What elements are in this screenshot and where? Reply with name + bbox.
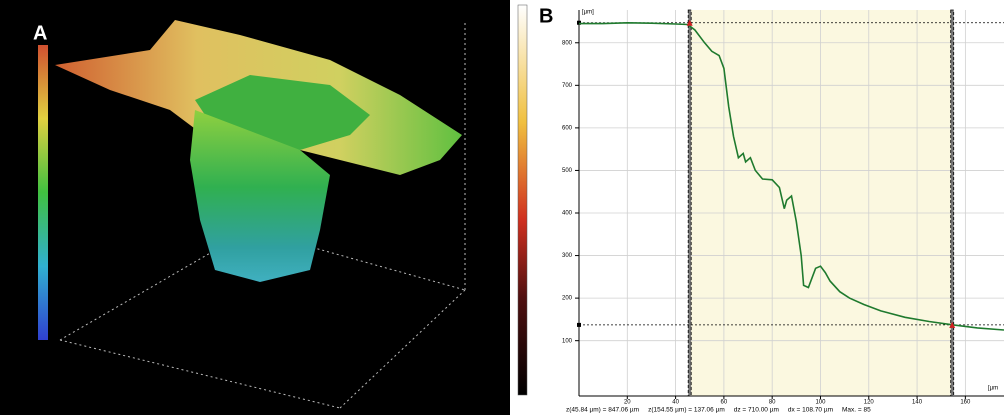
cursor-level-marker	[577, 20, 581, 25]
x-tick-label: 60	[721, 400, 728, 406]
cursor-level-marker	[577, 322, 581, 327]
profile-line	[579, 21, 1004, 331]
cursor-line	[687, 9, 692, 397]
y-tick-label: 600	[562, 125, 573, 131]
x-tick-label: 80	[769, 400, 776, 406]
y-tick-label: 700	[562, 83, 573, 89]
y-tick-label: 300	[562, 253, 573, 259]
color-bar	[517, 4, 528, 396]
readout-text: z(45.84 µm) = 847.06 µm	[566, 407, 639, 414]
y-tick-label: 100	[562, 338, 573, 344]
cursor-region	[689, 10, 953, 396]
x-tick-label: 20	[624, 400, 631, 406]
cursor-point	[686, 19, 693, 26]
cursor-line	[950, 9, 955, 397]
panel-a: A	[0, 0, 510, 415]
color-scale	[38, 45, 48, 340]
y-tick-label: 800	[562, 40, 573, 46]
panel-b: B 100 200 300 400 500 600 700 800 20 40 60 80 100 120…	[517, 4, 1004, 414]
x-tick-label: 40	[672, 400, 679, 406]
x-tick-label: 140	[912, 400, 923, 406]
axes-box	[59, 20, 466, 409]
readout-text: dx = 108.70 µm	[788, 407, 833, 414]
y-axis-label: [µm]	[582, 10, 594, 16]
y-tick-label: 400	[562, 211, 573, 217]
cursor-point	[949, 321, 956, 328]
readout-text: Max. = 85	[842, 407, 871, 414]
y-tick-label: 200	[562, 296, 573, 302]
x-tick-label: 100	[815, 400, 826, 406]
y-tick-label: 500	[562, 168, 573, 174]
readout-text: z(154.55 µm) = 137.06 µm	[648, 407, 725, 414]
panel-label: A	[33, 22, 47, 44]
readout-text: dz = 710.00 µm	[734, 407, 779, 414]
x-tick-label: 160	[960, 400, 971, 406]
x-axis-label: [µm	[988, 386, 998, 392]
panel-label: B	[539, 5, 553, 27]
surface-wall	[190, 110, 330, 282]
x-tick-label: 120	[864, 400, 875, 406]
